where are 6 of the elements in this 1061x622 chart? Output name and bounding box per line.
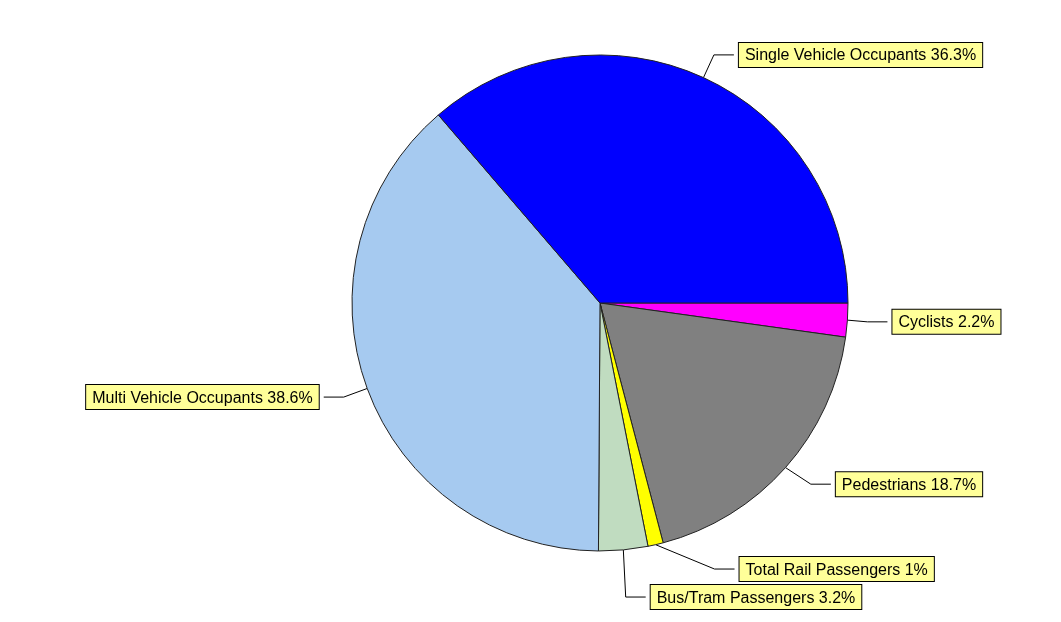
slice-label: Bus/Tram Passengers 3.2% [656,588,856,606]
slice-label: Multi Vehicle Occupants 38.6% [92,388,313,406]
slice-label: Cyclists 2.2% [898,313,995,331]
slice-label: Pedestrians 18.7% [841,475,977,493]
slice-label: Total Rail Passengers 1% [745,560,928,578]
slice-label: Single Vehicle Occupants 36.3% [744,46,977,64]
